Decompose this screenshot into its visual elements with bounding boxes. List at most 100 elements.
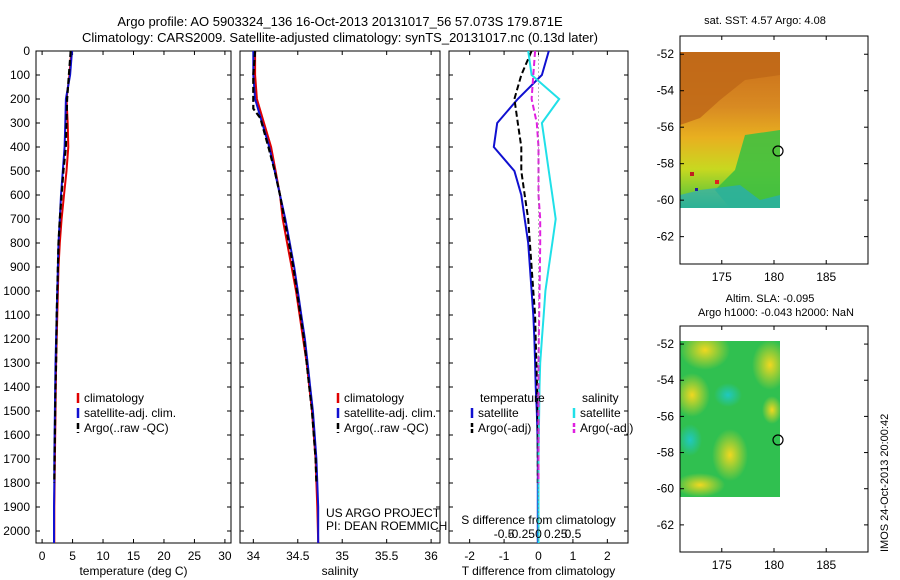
salinity-x-tick-label: 34 bbox=[247, 549, 261, 563]
difference-x-tick-label: 2 bbox=[604, 549, 611, 563]
sst_map-x-tick-label: 175 bbox=[712, 270, 732, 284]
temperature-x-tick-label: 20 bbox=[157, 549, 171, 563]
sst_map-y-tick-label: -62 bbox=[657, 230, 675, 244]
difference-s-tick-label: 0.25 bbox=[544, 527, 568, 541]
difference-x-tick-label: 1 bbox=[570, 549, 577, 563]
temperature-x-label: temperature (deg C) bbox=[79, 564, 187, 578]
difference-panel: -2 -1 0 1 2T difference from climatology temp… bbox=[448, 50, 633, 578]
sla_map-y-tick-label: -54 bbox=[657, 373, 675, 387]
salinity-x-tick-label: 35.5 bbox=[375, 549, 399, 563]
temperature-y-tick-label: 900 bbox=[10, 260, 30, 274]
sla-heatmap bbox=[680, 341, 780, 497]
temperature-y-tick-label: 0 bbox=[23, 44, 30, 58]
sst-map-axes: 175 180 185 -52 -54 -56 -58 -60 -62 bbox=[657, 36, 868, 284]
temperature-legend-1-label: satellite-adj. clim. bbox=[84, 406, 176, 420]
sla_map-x-tick-label: 180 bbox=[764, 558, 784, 572]
temperature-y-tick-label: 500 bbox=[10, 164, 30, 178]
temperature-y-tick-label: 1800 bbox=[3, 476, 30, 490]
temperature-y-tick-label: 1100 bbox=[4, 308, 30, 322]
salinity-annotation-1: PI: DEAN ROEMMICH bbox=[326, 519, 447, 533]
difference-x-label: T difference from climatology bbox=[462, 564, 616, 578]
difference-legend-temperature-title: temperature bbox=[480, 391, 545, 405]
difference-legend-salinity-title: salinity bbox=[582, 391, 619, 405]
sla_map-x-tick-label: 175 bbox=[712, 558, 732, 572]
sla_map-x-tick-label: 185 bbox=[816, 558, 836, 572]
temperature-legend-2-label: Argo(..raw -QC) bbox=[84, 421, 169, 435]
difference-s-tick-label: 0.5 bbox=[565, 527, 582, 541]
temperature-x-tick-label: 25 bbox=[188, 549, 202, 563]
temperature-y-tick-label: 200 bbox=[10, 92, 30, 106]
sla_map-y-tick-label: -62 bbox=[657, 518, 675, 532]
salinity-series-0 bbox=[254, 51, 320, 544]
temperature-y-tick-label: 1300 bbox=[3, 356, 30, 370]
difference-legend-t-satellite-label: satellite bbox=[478, 406, 519, 420]
title-line-1: Argo profile: AO 5903324_136 16-Oct-2013… bbox=[117, 14, 563, 29]
temperature-y-tick-label: 2000 bbox=[3, 524, 30, 538]
temperature-y-tick-label: 1900 bbox=[3, 500, 30, 514]
timestamp-stamp: IMOS 24-Oct-2013 20:00:42 bbox=[879, 414, 891, 552]
temperature-series-2 bbox=[53, 50, 72, 484]
salinity-frame bbox=[239, 50, 441, 544]
sst-map-title: sat. SST: 4.57 Argo: 4.08 bbox=[704, 15, 826, 27]
difference-series-0 bbox=[492, 50, 550, 543]
salinity-x-tick-label: 36 bbox=[424, 549, 438, 563]
salinity-panel: 34 34.5 35 35.5 36 salinity climatologysatelli… bbox=[239, 50, 447, 578]
temperature-y-tick-label: 700 bbox=[10, 212, 30, 226]
temperature-panel: 0 5 10 15 20 25 300100200300400500600700800900… bbox=[3, 44, 232, 578]
sla_map-y-tick-label: -56 bbox=[657, 409, 675, 423]
sla_map-y-tick-label: -58 bbox=[657, 446, 675, 460]
sst_map-y-tick-label: -52 bbox=[657, 47, 675, 61]
temperature-y-tick-label: 1000 bbox=[3, 284, 30, 298]
temperature-x-tick-label: 30 bbox=[218, 549, 232, 563]
difference-x-tick-label: -1 bbox=[499, 549, 510, 563]
sst-map-panel: sat. SST: 4.57 Argo: 4.08 175 180 185 -52 -5… bbox=[657, 15, 869, 284]
temperature-y-tick-label: 1200 bbox=[3, 332, 30, 346]
sst_map-x-tick-label: 185 bbox=[816, 270, 836, 284]
salinity-legend-1-label: satellite-adj. clim. bbox=[344, 406, 436, 420]
sst_map-y-tick-label: -58 bbox=[657, 157, 675, 171]
sla-map-subtitle: Argo h1000: -0.043 h2000: NaN bbox=[698, 307, 854, 319]
sst-heatmap bbox=[680, 52, 780, 208]
sst_map-x-tick-label: 180 bbox=[764, 270, 784, 284]
difference-legend-t-argo-label: Argo(-adj) bbox=[478, 421, 531, 435]
sla-argo-marker bbox=[772, 434, 784, 446]
temperature-x-tick-label: 15 bbox=[127, 549, 141, 563]
sst-argo-marker bbox=[772, 145, 784, 157]
salinity-legend-2-label: Argo(..raw -QC) bbox=[344, 421, 429, 435]
salinity-x-tick-label: 35 bbox=[336, 549, 350, 563]
temperature-y-tick-label: 1600 bbox=[3, 428, 30, 442]
temperature-x-tick-label: 10 bbox=[96, 549, 110, 563]
sla-map-axes: 175 180 185 -52 -54 -56 -58 -60 -62 bbox=[657, 326, 868, 572]
salinity-annotation-0: US ARGO PROJECT bbox=[326, 506, 441, 520]
temperature-x-tick-label: 0 bbox=[39, 549, 46, 563]
difference-legend-s-satellite-label: satellite bbox=[580, 406, 621, 420]
temperature-y-tick-label: 800 bbox=[10, 236, 30, 250]
sst_map-y-tick-label: -54 bbox=[657, 84, 675, 98]
salinity-x-tick-label: 34.5 bbox=[286, 549, 310, 563]
salinity-x-label: salinity bbox=[322, 564, 359, 578]
temperature-y-tick-label: 1500 bbox=[3, 404, 30, 418]
sla-map-panel: Altim. SLA: -0.095 Argo h1000: -0.043 h2… bbox=[657, 293, 869, 572]
temperature-y-tick-label: 100 bbox=[10, 68, 30, 82]
temperature-y-tick-label: 1700 bbox=[3, 452, 30, 466]
title-line-2: Climatology: CARS2009. Satellite-adjuste… bbox=[82, 30, 598, 45]
difference-x-tick-label: -2 bbox=[464, 549, 475, 563]
sla-map-title: Altim. SLA: -0.095 bbox=[726, 293, 815, 305]
sla_map-y-tick-label: -60 bbox=[657, 482, 675, 496]
sst_map-y-tick-label: -60 bbox=[657, 193, 675, 207]
temperature-y-tick-label: 300 bbox=[10, 116, 30, 130]
sla_map-y-tick-label: -52 bbox=[657, 337, 675, 351]
difference-legend-s-argo-label: Argo(-adj) bbox=[580, 421, 633, 435]
difference-x-tick-label: 0 bbox=[535, 549, 542, 563]
temperature-y-tick-label: 400 bbox=[10, 140, 30, 154]
difference-s-tick-label: 0 bbox=[535, 527, 542, 541]
temperature-y-tick-label: 600 bbox=[10, 188, 30, 202]
temperature-legend-0-label: climatology bbox=[84, 391, 144, 405]
sst_map-y-tick-label: -56 bbox=[657, 120, 675, 134]
temperature-x-tick-label: 5 bbox=[69, 549, 76, 563]
temperature-y-tick-label: 1400 bbox=[3, 380, 30, 394]
salinity-legend-0-label: climatology bbox=[344, 391, 404, 405]
difference-s-tick-label: -0.25 bbox=[508, 527, 536, 541]
difference-s-tick-label: -0.5 bbox=[494, 527, 515, 541]
